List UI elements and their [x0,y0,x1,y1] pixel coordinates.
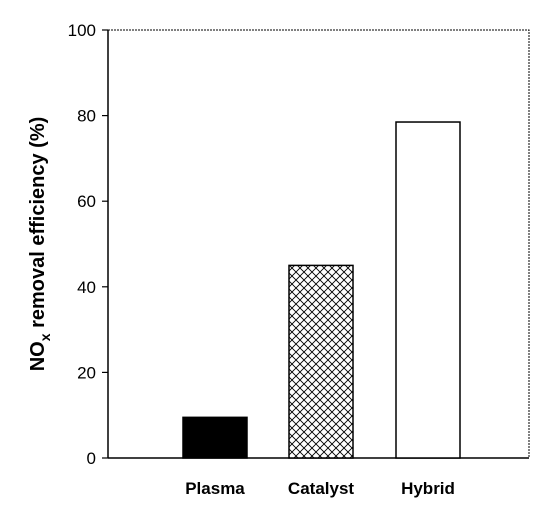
bars [182,121,461,459]
y-tick-label-5: 100 [68,21,96,40]
y-tick-label-4: 80 [77,107,96,126]
bar-hybrid [395,121,461,459]
x-tick-label-plasma: Plasma [185,479,245,498]
y-axis-ticks: 0 20 40 60 80 100 [68,21,108,468]
bar-catalyst [288,264,354,459]
x-tick-label-catalyst: Catalyst [288,479,354,498]
y-tick-label-0: 0 [87,449,96,468]
y-tick-label-3: 60 [77,192,96,211]
y-axis-title: NOx removal efficiency (%) [27,117,53,372]
y-tick-label-2: 40 [77,278,96,297]
y-tick-label-1: 20 [77,363,96,382]
bar-plasma [182,416,248,459]
x-axis-labels: Plasma Catalyst Hybrid [185,479,455,498]
x-tick-label-hybrid: Hybrid [401,479,455,498]
